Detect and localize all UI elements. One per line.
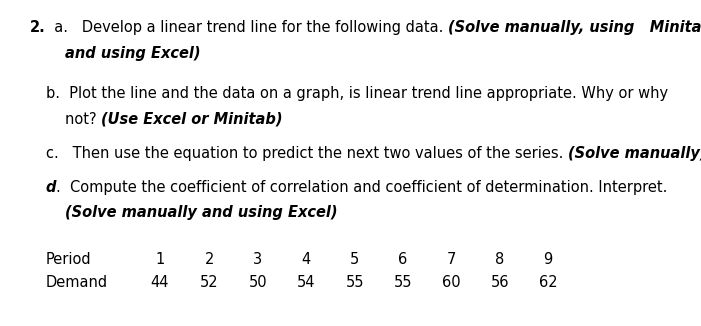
- Text: 50: 50: [249, 275, 267, 290]
- Text: Demand: Demand: [46, 275, 108, 290]
- Text: 5: 5: [350, 252, 360, 267]
- Text: (Solve manually, using   Minitab: (Solve manually, using Minitab: [448, 20, 701, 35]
- Text: 7: 7: [447, 252, 456, 267]
- Text: 3: 3: [253, 252, 263, 267]
- Text: 6: 6: [398, 252, 408, 267]
- Text: 62: 62: [539, 275, 557, 290]
- Text: 1: 1: [155, 252, 165, 267]
- Text: 4: 4: [301, 252, 311, 267]
- Text: 60: 60: [442, 275, 461, 290]
- Text: d: d: [46, 180, 56, 195]
- Text: (Use Excel or Minitab): (Use Excel or Minitab): [102, 112, 283, 127]
- Text: c.   Then use the equation to predict the next two values of the series.: c. Then use the equation to predict the …: [46, 146, 568, 161]
- Text: 2: 2: [205, 252, 215, 267]
- Text: 9: 9: [543, 252, 553, 267]
- Text: b.  Plot the line and the data on a graph, is linear trend line appropriate. Why: b. Plot the line and the data on a graph…: [46, 86, 667, 101]
- Text: 44: 44: [151, 275, 169, 290]
- Text: 56: 56: [491, 275, 509, 290]
- Text: 54: 54: [297, 275, 315, 290]
- Text: not?: not?: [65, 112, 102, 127]
- Text: a.   Develop a linear trend line for the following data.: a. Develop a linear trend line for the f…: [45, 20, 448, 35]
- Text: Period: Period: [46, 252, 91, 267]
- Text: 2.: 2.: [29, 20, 45, 35]
- Text: 55: 55: [394, 275, 412, 290]
- Text: (Solve manually): (Solve manually): [568, 146, 701, 161]
- Text: and using Excel): and using Excel): [65, 46, 200, 61]
- Text: 8: 8: [495, 252, 505, 267]
- Text: (Solve manually and using Excel): (Solve manually and using Excel): [65, 205, 338, 220]
- Text: .  Compute the coefficient of correlation and coefficient of determination. Inte: . Compute the coefficient of correlation…: [56, 180, 667, 195]
- Text: 52: 52: [200, 275, 219, 290]
- Text: 55: 55: [346, 275, 364, 290]
